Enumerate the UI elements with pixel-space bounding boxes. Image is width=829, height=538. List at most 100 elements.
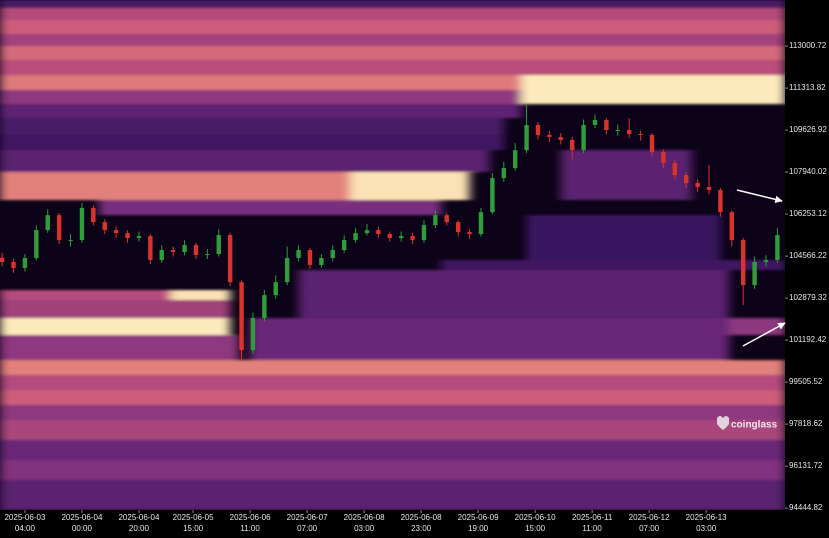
heat-band [0, 375, 785, 391]
candle-body [478, 212, 484, 235]
candle-body [604, 120, 609, 130]
y-axis: 113000.72 111313.82 109626.92 107940.02 1062… [24, 41, 827, 513]
candle-body [216, 235, 221, 255]
x-tick-label: 2025-06-12 07:00 [628, 513, 670, 533]
candle-body [455, 222, 461, 233]
heat-band [0, 75, 521, 91]
candle-body [250, 318, 256, 351]
candle-body [170, 250, 176, 253]
candle-body [353, 233, 358, 241]
candle-body [284, 257, 290, 283]
y-tick-label: 97818.62 [789, 419, 823, 428]
annotation-arrow [736, 189, 783, 204]
heat-band [0, 300, 231, 319]
heat-band [0, 335, 239, 361]
heat-band [0, 60, 785, 76]
candle-body [319, 257, 324, 265]
heat-band [0, 20, 785, 35]
candle-body [581, 125, 586, 151]
candle-body [136, 236, 142, 239]
candle-body [22, 257, 28, 268]
candle-body [205, 254, 210, 256]
candle-body [592, 120, 598, 126]
heat-band [0, 46, 785, 61]
heat-band [0, 360, 785, 376]
heat-band [520, 75, 785, 105]
heat-band [0, 420, 785, 441]
candle-body [398, 236, 404, 239]
watermark: coinglass [717, 416, 778, 431]
candle-body [558, 136, 563, 140]
x-tick-label: 2025-06-03 04:00 [4, 513, 46, 533]
x-tick-label: 2025-06-08 23:00 [400, 513, 442, 533]
heat-band [0, 440, 785, 461]
candle-body [490, 178, 495, 213]
candle-body [387, 234, 392, 239]
heatmap [0, 0, 785, 510]
candles [0, 105, 780, 360]
candle-body [79, 207, 85, 241]
candle-body [193, 245, 199, 255]
x-tick-label: 2025-06-08 03:00 [343, 513, 385, 533]
candle-body [718, 190, 723, 213]
candle-body [695, 183, 700, 188]
heat-band [441, 260, 785, 271]
candle-body [341, 240, 347, 251]
candle-body [410, 236, 415, 241]
heat-band [0, 8, 785, 21]
x-tick-label: 2025-06-09 19:00 [457, 513, 499, 533]
y-tick-label: 111313.82 [789, 83, 826, 92]
candle-body [182, 245, 187, 253]
candle-body [102, 222, 107, 231]
candle-body [421, 225, 427, 241]
candle-body [273, 282, 278, 296]
heat-band [0, 318, 231, 336]
candle-body [330, 250, 335, 258]
candle-body [649, 134, 655, 153]
heat-band [298, 290, 729, 319]
x-tick-label: 2025-06-05 15:00 [172, 513, 214, 533]
candle-body [56, 215, 62, 241]
candle-body [0, 257, 5, 262]
candle-body [683, 175, 689, 184]
heat-band [0, 390, 785, 406]
y-tick-label: 106253.12 [789, 209, 827, 218]
heat-band [560, 150, 692, 201]
heat-band [99, 200, 442, 216]
heat-band [0, 0, 785, 9]
y-tick-label: 94444.82 [789, 503, 823, 512]
candle-body [729, 212, 734, 241]
heat-band [0, 150, 490, 173]
candle-body [307, 250, 313, 265]
heat-band [0, 90, 521, 105]
y-tick-label: 109626.92 [789, 125, 827, 134]
candle-body [296, 250, 301, 258]
heat-band [0, 118, 504, 136]
candle-body [569, 139, 575, 151]
candle-body [501, 168, 506, 179]
annotation-arrow [742, 322, 786, 347]
heat-band [0, 405, 785, 421]
candle-body [740, 240, 746, 286]
heat-band [0, 34, 785, 47]
candle-body [34, 230, 39, 258]
candle-body [752, 261, 757, 286]
candle-body [148, 236, 153, 260]
x-tick-label: 2025-06-11 11:00 [571, 513, 613, 533]
candle-body [125, 233, 130, 239]
candle-body [68, 240, 73, 242]
candle-body [547, 134, 552, 137]
candle-body [113, 230, 119, 234]
watermark-icon [717, 416, 729, 430]
y-tick-label: 96131.72 [789, 461, 823, 470]
y-tick-label: 99505.52 [789, 377, 823, 386]
heat-band [0, 480, 785, 510]
candle-body [672, 163, 677, 176]
candle-body [364, 230, 370, 234]
candle-body [433, 215, 438, 226]
x-tick-label: 2025-06-04 20:00 [118, 513, 160, 533]
candle-body [444, 215, 449, 223]
candle-body [615, 129, 620, 131]
candle-body [467, 232, 472, 235]
